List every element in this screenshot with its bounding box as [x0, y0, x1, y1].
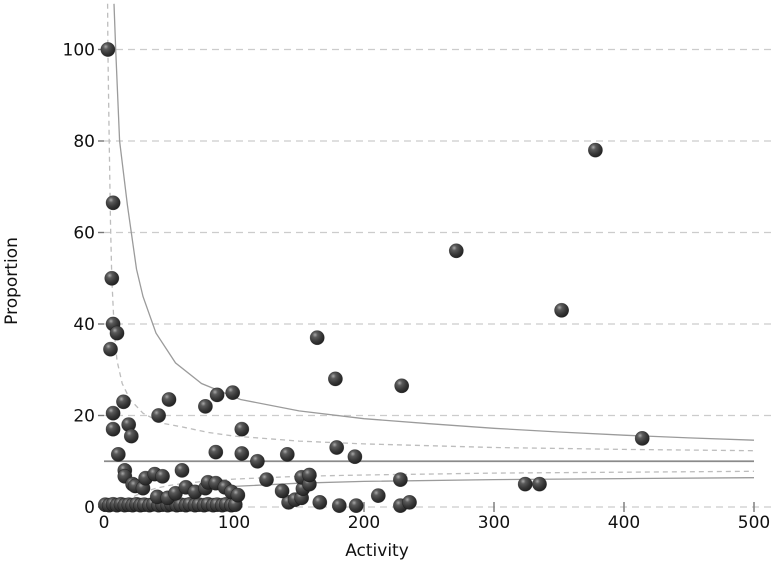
data-point: [301, 467, 317, 483]
data-point: [197, 398, 213, 414]
data-point: [331, 498, 347, 513]
data-point: [309, 330, 325, 346]
x-tick-label: 500: [738, 513, 770, 533]
x-tick-label: 200: [348, 513, 380, 533]
data-point: [103, 341, 118, 357]
data-point: [312, 494, 328, 510]
data-point: [517, 476, 533, 492]
data-point: [174, 462, 190, 478]
data-point: [348, 498, 364, 513]
data-point: [249, 453, 265, 469]
data-point: [588, 142, 603, 158]
data-point: [100, 42, 116, 57]
data-point: [327, 371, 343, 387]
gridlines: [104, 48, 772, 508]
data-point: [392, 472, 408, 487]
x-tick-label: 300: [478, 513, 510, 533]
data-point: [225, 385, 241, 400]
data-point: [448, 243, 464, 259]
data-point: [370, 488, 386, 503]
data-point: [105, 195, 121, 211]
data-point: [208, 444, 224, 460]
data-point: [104, 270, 120, 286]
upper-dashed-limit-line: [106, 3, 755, 452]
y-tick-label: 0: [84, 498, 95, 518]
data-point: [259, 472, 274, 487]
y-tick-label: 20: [73, 407, 95, 427]
data-point: [209, 387, 225, 403]
data-point: [123, 428, 139, 444]
data-point: [155, 468, 170, 484]
data-point: [105, 421, 121, 437]
data-point: [230, 487, 246, 503]
data-point: [347, 449, 363, 465]
y-tick-label: 40: [73, 315, 95, 335]
data-point: [279, 446, 295, 462]
axis-ticks: [98, 48, 755, 512]
y-tick-label: 60: [73, 224, 95, 244]
data-point: [151, 408, 166, 423]
y-tick-label: 100: [63, 41, 95, 61]
data-point: [234, 421, 250, 437]
data-point: [105, 405, 121, 421]
x-tick-label: 400: [608, 513, 640, 533]
x-tick-label: 100: [218, 513, 250, 533]
data-point: [402, 494, 417, 510]
x-axis-title: Activity: [345, 541, 409, 561]
data-point: [554, 302, 569, 318]
upper-solid-limit-line: [113, 3, 755, 441]
x-tick-label: 0: [99, 513, 110, 533]
data-point: [532, 476, 547, 492]
data-point: [161, 392, 177, 407]
control-limit-lines: [104, 3, 755, 508]
data-point: [116, 394, 131, 410]
y-tick-label: 80: [73, 132, 95, 152]
data-point: [329, 440, 345, 455]
data-point: [110, 446, 126, 462]
data-point: [634, 430, 650, 446]
data-point: [274, 483, 290, 499]
axis-tick-labels: 0 20 40 60 80 100 0 100 200 300 400 500: [63, 41, 771, 534]
data-point: [394, 378, 410, 394]
data-point: [234, 446, 250, 461]
data-points: [97, 42, 650, 513]
data-point: [109, 325, 125, 341]
y-axis-title: Proportion: [2, 237, 22, 325]
